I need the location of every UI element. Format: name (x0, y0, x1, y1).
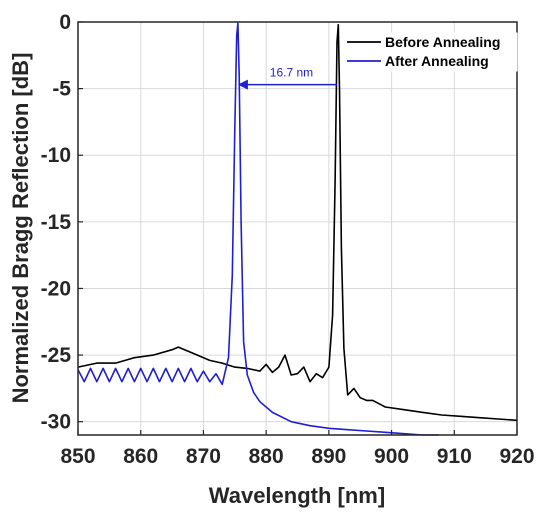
annotation-arrow-head (237, 79, 248, 90)
x-axis-label: Wavelength [nm] (209, 483, 385, 508)
series-line-0 (77, 23, 518, 422)
y-tick--15: -15 (41, 211, 72, 234)
y-axis-label: Normalized Bragg Reflection [dB] (8, 53, 33, 404)
legend: Before Annealing After Annealing (341, 32, 518, 72)
annotation-label: 16.7 nm (270, 66, 313, 80)
legend-box (341, 32, 518, 72)
legend-label-after-annealing: After Annealing (385, 53, 489, 69)
plot-background (78, 22, 517, 435)
series-line-1 (77, 22, 439, 436)
y-tick-labels: 0 -5 -10 -15 -20 -25 -30 (41, 11, 83, 434)
x-tick-870: 870 (186, 445, 221, 468)
x-tick-890: 890 (311, 445, 346, 468)
y-tick--5: -5 (52, 78, 71, 101)
x-tick-880: 880 (249, 445, 284, 468)
y-tick-0: 0 (59, 11, 71, 34)
x-tick-920: 920 (499, 445, 534, 468)
y-tick--20: -20 (41, 277, 71, 300)
x-tick-850: 850 (60, 445, 95, 468)
plot-frame (77, 21, 518, 436)
y-tick--10: -10 (41, 144, 71, 167)
x-tick-900: 900 (374, 445, 409, 468)
series-lines (77, 22, 518, 436)
x-tick-860: 860 (123, 445, 158, 468)
x-tick-labels: 850 860 870 880 890 900 910 920 (60, 430, 535, 468)
y-tick--30: -30 (41, 411, 71, 434)
x-tick-910: 910 (437, 445, 472, 468)
y-tick--25: -25 (41, 344, 72, 367)
wavelength-shift-annotation: 16.7 nm (237, 66, 338, 90)
legend-label-before-annealing: Before Annealing (385, 34, 500, 50)
